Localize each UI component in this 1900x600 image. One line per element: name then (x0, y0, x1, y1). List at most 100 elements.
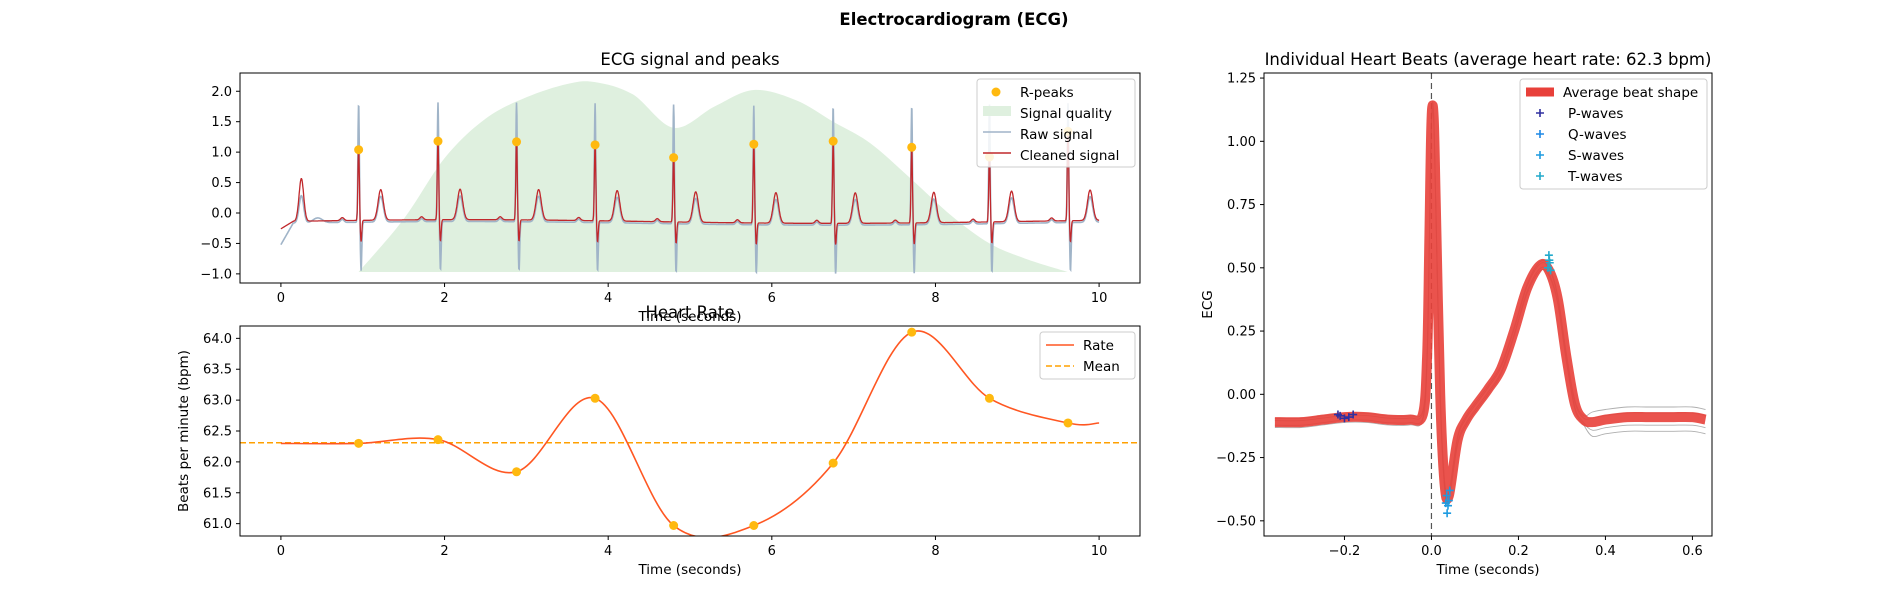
legend-p-marker (1536, 109, 1544, 117)
r-peak-point (828, 136, 838, 146)
legend-box (1039, 331, 1136, 380)
y-tick-label: 0.00 (1227, 388, 1256, 403)
x-tick-label: 6 (768, 544, 776, 559)
r-peak-point (590, 140, 600, 150)
rate-point (749, 521, 759, 530)
x-tick-label: 0 (277, 544, 285, 559)
y-tick-label: −0.5 (200, 237, 232, 252)
y-axis-label: ECG (1200, 290, 1216, 318)
r-peak-point (669, 153, 679, 163)
y-tick-label: 64.0 (203, 332, 232, 347)
x-tick-label: 0 (277, 291, 285, 306)
x-tick-label: 0.4 (1595, 544, 1616, 559)
chart-title: Individual Heart Beats (average heart ra… (1265, 50, 1712, 69)
x-tick-label: 10 (1091, 291, 1108, 306)
x-tick-label: 0.2 (1508, 544, 1529, 559)
plot-area (240, 327, 1140, 536)
legend-label: Q-waves (1568, 127, 1627, 143)
y-axis-label: Beats per minute (bpm) (176, 350, 192, 512)
x-axis-label: Time (seconds) (637, 309, 741, 325)
legend: Average beat shape P-waves Q-waves S-waves T… (1526, 85, 1698, 185)
y-tick-label: 0.5 (211, 176, 232, 191)
x-tick-label: 8 (931, 291, 939, 306)
s-wave-marker (1441, 499, 1450, 508)
plot-frame (1263, 72, 1713, 537)
legend-rpeaks-marker (991, 87, 1001, 97)
legend-q-marker (1536, 130, 1544, 138)
rate-point (669, 521, 679, 530)
r-peak-point (907, 142, 917, 152)
x-axis-label: Time (seconds) (1435, 562, 1539, 578)
y-tick-label: 1.25 (1227, 72, 1256, 87)
s-wave-marker (1443, 509, 1452, 518)
y-tick-label: 0.75 (1227, 198, 1256, 213)
rate-point (907, 327, 917, 337)
x-tick-label: 0.6 (1682, 544, 1703, 559)
y-tick-label: 0.25 (1227, 325, 1256, 340)
y-tick-label: 0.0 (211, 207, 232, 222)
p-wave-marker (1333, 410, 1342, 419)
r-peak-point (749, 139, 759, 149)
x-tick-label: 8 (931, 544, 939, 559)
rate-point (590, 393, 600, 403)
y-tick-label: 63.5 (203, 363, 232, 378)
x-tick-label: −0.2 (1329, 544, 1361, 559)
s-wave-marker (1442, 491, 1451, 500)
r-peak-point (512, 137, 522, 147)
chart-title: Heart Rate (645, 303, 734, 322)
x-tick-label: 2 (440, 544, 448, 559)
legend: Rate Mean (1046, 338, 1120, 375)
y-tick-label: 1.5 (211, 115, 232, 130)
legend-label: S-waves (1568, 148, 1624, 164)
heart-beats-chart: −0.2 0.0 0.2 0.4 0.6 −0.50 −0.25 0.00 0.25 0.50 0.… (1200, 50, 1713, 578)
x-axis-label: Time (seconds) (637, 562, 741, 578)
rate-point (433, 435, 443, 445)
x-tick-label: 2 (440, 291, 448, 306)
ecg-signal-chart: 0 2 4 6 8 10 −1.0 −0.5 0.0 0.5 1.0 1.5 2.0 ECG signal… (200, 50, 1141, 325)
plot-frame (239, 72, 1141, 284)
raw-signal-line (280, 102, 1100, 275)
legend-box (976, 78, 1136, 168)
x-tick-label: 4 (604, 544, 612, 559)
y-tick-label: 61.5 (203, 486, 232, 501)
rate-point (354, 438, 364, 448)
plot-frame (239, 325, 1141, 537)
x-tick-label: 0.0 (1421, 544, 1442, 559)
y-tick-label: −0.25 (1216, 451, 1256, 466)
legend-label: Signal quality (1020, 106, 1112, 122)
p-wave-marker (1344, 413, 1353, 422)
y-tick-label: 0.50 (1227, 261, 1256, 276)
y-tick-label: −0.50 (1216, 514, 1256, 529)
legend-label: T-waves (1567, 169, 1623, 185)
legend: R-peaks Signal quality Raw signal Cleaned s… (983, 85, 1119, 164)
x-tick-label: 6 (768, 291, 776, 306)
rate-line (280, 330, 1100, 536)
legend-label: Cleaned signal (1020, 148, 1119, 164)
p-wave-marker (1340, 414, 1349, 423)
legend-label: Rate (1083, 338, 1114, 354)
r-peak-point (354, 145, 364, 155)
figure-suptitle: Electrocardiogram (ECG) (839, 10, 1068, 29)
y-tick-label: 2.0 (211, 85, 232, 100)
y-tick-label: 62.0 (203, 455, 232, 470)
average-beat-line (1274, 100, 1707, 505)
legend-label: Mean (1083, 359, 1120, 375)
y-tick-label: 61.0 (203, 517, 232, 532)
r-peak-point (433, 136, 443, 146)
p-wave-marker (1349, 410, 1358, 419)
legend-quality-swatch (983, 106, 1011, 116)
plot-area (280, 81, 1100, 275)
y-tick-label: 63.0 (203, 394, 232, 409)
t-wave-marker (1546, 266, 1555, 275)
plot-area (1274, 73, 1707, 536)
legend-label: P-waves (1568, 106, 1623, 122)
cleaned-signal-line (280, 128, 1100, 245)
legend-label: Raw signal (1020, 127, 1093, 143)
x-tick-label: 10 (1091, 544, 1108, 559)
signal-quality-area (358, 81, 1069, 273)
rate-point (1063, 418, 1073, 428)
rate-point (984, 393, 994, 403)
legend-label: R-peaks (1020, 85, 1074, 101)
